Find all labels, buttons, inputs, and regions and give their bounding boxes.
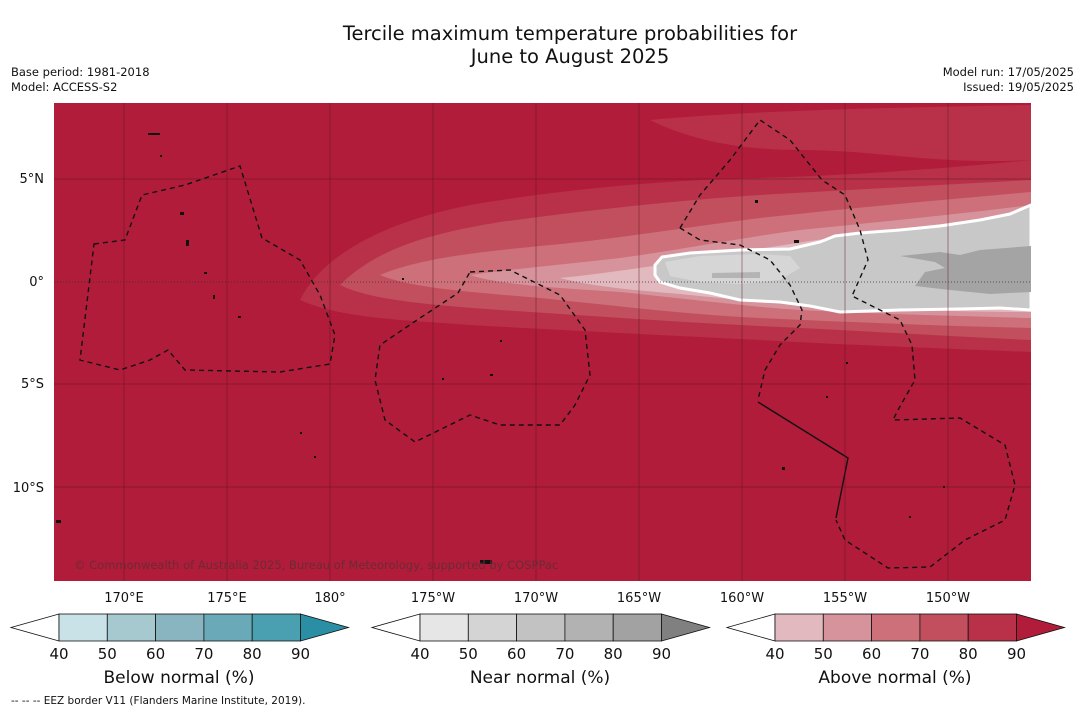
colorbar-above-segment: [919, 613, 969, 642]
colorbars: 40 50 60 70 80 90 40 50 60 70 80 90 40 50 60 70 80 90: [9, 613, 1066, 663]
colorbar-above-segment: [967, 613, 1017, 642]
colorbar-near-segment: [612, 613, 662, 642]
colorbar-title-above: Above normal (%): [818, 668, 972, 688]
colorbar-below-tick: 80: [243, 645, 262, 663]
lon-label-175e: 175°E: [207, 591, 247, 606]
lon-label-180: 180°: [314, 591, 345, 606]
colorbar-below-tick: 40: [49, 645, 68, 663]
solid-border: [757, 401, 849, 519]
region-near-normal-50: [665, 254, 800, 284]
colorbar-near-tick: 70: [555, 645, 574, 663]
lat-label-10s: 10°S: [13, 481, 44, 496]
colorbar-below-tick: 60: [146, 645, 165, 663]
lon-label-170e: 170°E: [104, 591, 144, 606]
colorbar-below-tick: 50: [98, 645, 117, 663]
lon-label-150w: 150°W: [926, 591, 970, 606]
issued-date: Issued: 19/05/2025: [963, 80, 1074, 94]
colorbar-near-max-arrow: [661, 613, 711, 642]
colorbar-above-tick: 80: [959, 645, 978, 663]
lon-label-175w: 175°W: [411, 591, 455, 606]
colorbar-near-segment: [467, 613, 517, 642]
eez-borders: [79, 119, 1016, 569]
region-near-normal-70: [900, 246, 1031, 294]
colorbar-above-segment: [871, 613, 921, 642]
colorbar-above-segment: [822, 613, 872, 642]
colorbar-near-segment: [419, 613, 469, 642]
colorbar-below-max-arrow: [300, 613, 350, 642]
colorbar-near-segment: [564, 613, 614, 642]
colorbar-near-tick: 60: [507, 645, 526, 663]
lat-label-5n: 5°N: [20, 172, 45, 187]
islands: [56, 133, 945, 564]
colorbar-below-tick: 70: [194, 645, 213, 663]
colorbar-above-min-arrow: [725, 613, 776, 642]
lat-label-5s: 5°S: [21, 377, 44, 392]
colorbar-below-segment: [155, 613, 205, 642]
lon-label-160w: 160°W: [720, 591, 764, 606]
colorbar-below-segment: [58, 613, 108, 642]
region-above-80-north: [650, 105, 1031, 162]
colorbar-below-segment: [251, 613, 301, 642]
colorbar-above-max-arrow: [1016, 613, 1066, 642]
colorbar-above-segment: [774, 613, 824, 642]
title-line-1: Tercile maximum temperature probabilitie…: [342, 22, 798, 45]
colorbar-below-segment: [203, 613, 253, 642]
region-near-normal-60: [712, 272, 760, 278]
colorbar-near-tick: 90: [652, 645, 671, 663]
colorbar-near-tick: 50: [459, 645, 478, 663]
colorbar-near-segment: [516, 613, 566, 642]
title-line-2: June to August 2025: [470, 45, 670, 68]
lon-label-165w: 165°W: [617, 591, 661, 606]
colorbar-above-tick: 50: [814, 645, 833, 663]
base-period: Base period: 1981-2018: [11, 65, 150, 79]
meta-right: Model run: 17/05/2025 Issued: 19/05/2025: [943, 65, 1074, 95]
lon-label-155w: 155°W: [823, 591, 867, 606]
colorbar-above-tick: 90: [1007, 645, 1026, 663]
colorbar-above-tick: 40: [765, 645, 784, 663]
colorbar-near-min-arrow: [370, 613, 421, 642]
model-name: Model: ACCESS-S2: [11, 80, 118, 94]
meta-left: Base period: 1981-2018 Model: ACCESS-S2: [11, 65, 150, 95]
colorbar-title-near: Near normal (%): [469, 668, 611, 688]
eez-footnote: -- -- -- EEZ border V11 (Flanders Marine…: [11, 695, 306, 707]
lon-label-170w: 170°W: [514, 591, 558, 606]
colorbar-below-min-arrow: [9, 613, 60, 642]
colorbar-below-tick: 90: [291, 645, 310, 663]
lat-label-0: 0°: [29, 275, 44, 290]
colorbar-title-below: Below normal (%): [103, 668, 255, 688]
copyright-notice: © Commonwealth of Australia 2025, Bureau…: [74, 558, 559, 572]
colorbar-near-tick: 80: [604, 645, 623, 663]
model-run: Model run: 17/05/2025: [942, 65, 1074, 79]
colorbar-above-tick: 70: [910, 645, 929, 663]
colorbar-near-tick: 40: [410, 645, 429, 663]
chart-title: Tercile maximum temperature probabilitie…: [0, 22, 1085, 68]
colorbar-below-segment: [106, 613, 157, 642]
gridlines: [54, 103, 1031, 581]
colorbar-above-tick: 60: [862, 645, 881, 663]
